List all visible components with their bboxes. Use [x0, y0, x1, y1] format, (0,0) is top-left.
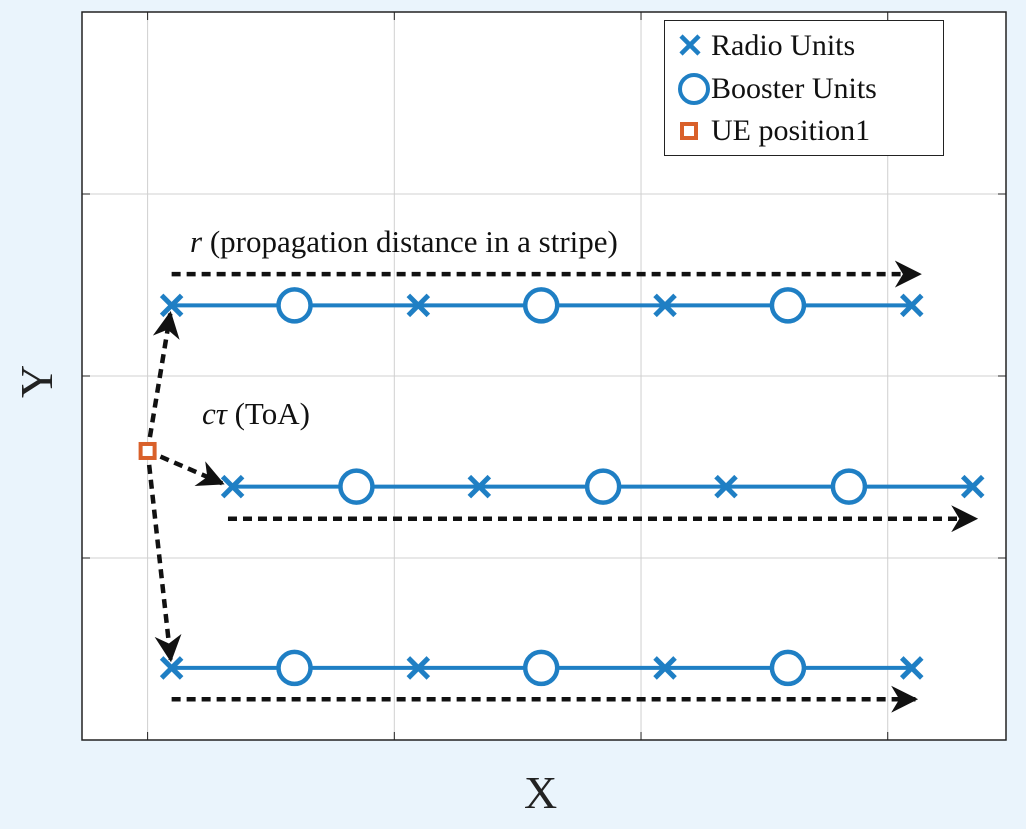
y-axis-label: Y — [11, 364, 62, 398]
radio-unit-marker — [220, 474, 245, 499]
radio-unit-marker — [467, 474, 492, 499]
booster-unit-marker — [769, 649, 807, 687]
annotation-text: (ToA) — [226, 396, 310, 431]
booster-unit-marker — [522, 649, 560, 687]
legend-label: Radio Units — [711, 29, 856, 62]
radio-unit-marker — [899, 293, 924, 318]
annotation-text: (propagation distance in a stripe) — [202, 224, 618, 259]
annotation-variable: r — [190, 224, 203, 259]
x-axis-label: X — [524, 767, 558, 818]
booster-unit-marker — [338, 468, 375, 505]
legend-item-radio-units: Radio Units — [665, 26, 855, 66]
square-marker-icon — [680, 122, 698, 140]
radio-unit-marker — [714, 474, 738, 499]
legend-label: Booster Units — [711, 72, 877, 105]
annotation-variable: cτ — [202, 396, 227, 431]
radio-unit-marker — [899, 656, 924, 680]
radio-unit-marker — [653, 293, 677, 318]
radio-unit-marker — [406, 656, 431, 680]
toa-arrow — [147, 311, 180, 438]
toa-arrow — [159, 454, 225, 487]
x-marker-icon — [679, 34, 701, 56]
legend-item-booster-units: Booster Units — [665, 69, 877, 109]
booster-unit-marker — [830, 468, 868, 505]
booster-unit-marker — [584, 468, 622, 505]
toa-arrow — [146, 464, 182, 663]
ue-position-marker — [138, 441, 157, 460]
booster-unit-marker — [276, 649, 313, 687]
booster-unit-marker — [522, 287, 560, 324]
toa-annotation: cτ (ToA) — [202, 398, 310, 429]
legend: Radio Units Booster Units UE position1 — [664, 20, 944, 156]
booster-unit-marker — [276, 287, 313, 324]
legend-label: UE position1 — [711, 114, 871, 147]
radio-unit-marker — [406, 293, 431, 318]
radio-unit-marker — [653, 656, 677, 680]
legend-item-ue-position: UE position1 — [665, 111, 870, 151]
booster-unit-marker — [769, 287, 807, 324]
axes-box — [81, 11, 1007, 741]
radio-unit-marker — [960, 474, 985, 499]
propagation-distance-annotation: r (propagation distance in a stripe) — [190, 226, 618, 257]
circle-marker-icon — [678, 73, 710, 105]
